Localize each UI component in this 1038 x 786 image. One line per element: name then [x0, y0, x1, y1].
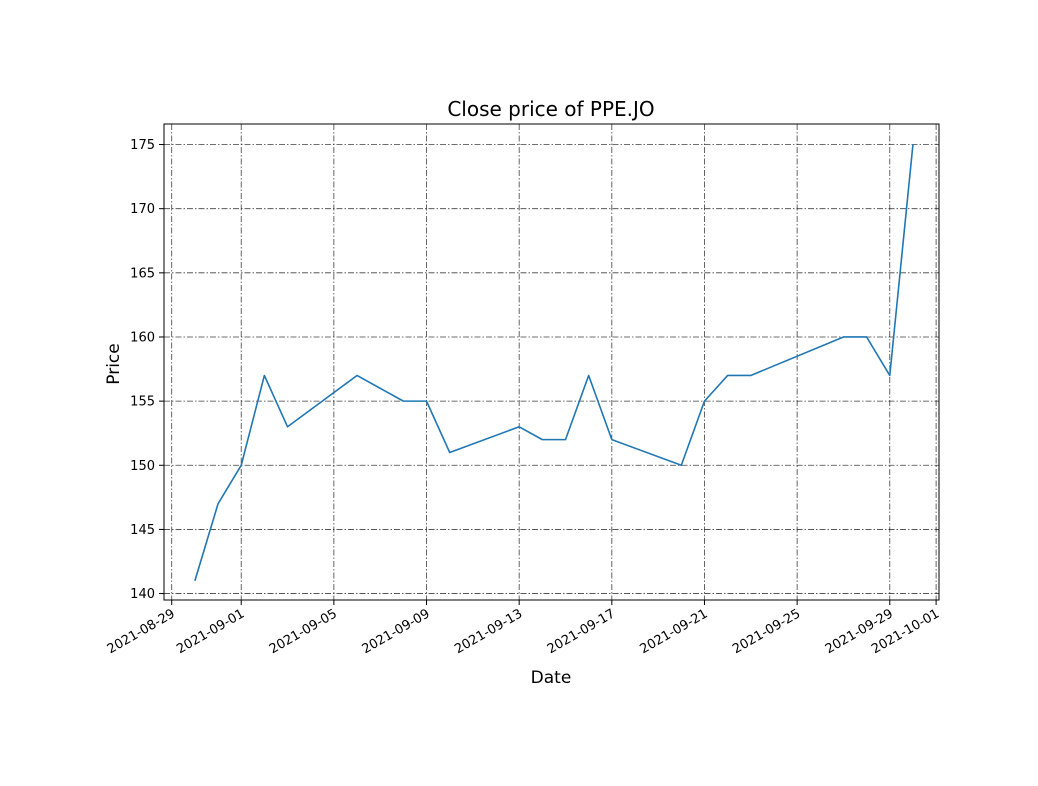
- data-point: [355, 373, 360, 378]
- x-axis-label: Date: [531, 668, 572, 688]
- y-tick-label: 160: [130, 330, 155, 345]
- data-point: [216, 501, 221, 506]
- x-tick-label: 2021-09-21: [638, 606, 711, 657]
- grid: [164, 124, 939, 600]
- plot-frame: [163, 123, 940, 601]
- data-point: [586, 373, 591, 378]
- data-point: [424, 399, 429, 404]
- data-point: [563, 437, 568, 442]
- data-point: [285, 424, 290, 429]
- x-tick-label: 2021-09-25: [730, 606, 803, 657]
- series-line-close: [194, 144, 914, 581]
- data-point: [401, 399, 406, 404]
- data-point: [517, 424, 522, 429]
- y-tick-label: 170: [130, 202, 155, 217]
- data-point: [447, 450, 452, 455]
- x-tick-label: 2021-09-05: [267, 606, 340, 657]
- y-axis: 140 145 150 155 160 165 170 175: [130, 138, 164, 602]
- data-point: [887, 373, 892, 378]
- x-tick-label: 2021-09-09: [360, 606, 433, 657]
- y-axis-label: Price: [104, 343, 124, 384]
- data-point: [910, 142, 915, 147]
- data-point: [725, 373, 730, 378]
- data-point: [540, 437, 545, 442]
- y-tick-label: 155: [130, 395, 155, 410]
- y-tick-label: 165: [130, 266, 155, 281]
- y-tick-label: 150: [130, 459, 155, 474]
- x-tick-label: 2021-08-29: [105, 606, 178, 657]
- y-tick-label: 140: [130, 587, 155, 602]
- y-tick-label: 145: [130, 523, 155, 538]
- x-tick-label: 2021-09-01: [174, 606, 247, 657]
- y-tick-label: 175: [130, 138, 155, 153]
- data-point: [239, 463, 244, 468]
- x-tick-label: 2021-09-17: [545, 606, 618, 657]
- data-point: [841, 334, 846, 339]
- data-point: [679, 463, 684, 468]
- data-point: [864, 334, 869, 339]
- data-point: [748, 373, 753, 378]
- series-layer: [192, 142, 915, 583]
- chart-title: Close price of PPE.JO: [447, 97, 654, 121]
- data-point: [609, 437, 614, 442]
- data-point: [262, 373, 267, 378]
- x-tick-label: 2021-09-13: [452, 606, 525, 657]
- data-point: [702, 399, 707, 404]
- data-point: [192, 578, 197, 583]
